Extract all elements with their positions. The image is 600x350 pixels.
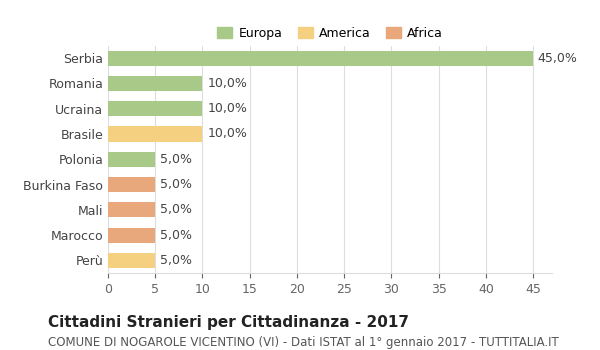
Text: 45,0%: 45,0% <box>538 52 578 65</box>
Text: 5,0%: 5,0% <box>160 178 192 191</box>
Text: 5,0%: 5,0% <box>160 254 192 267</box>
Legend: Europa, America, Africa: Europa, America, Africa <box>212 22 448 45</box>
Text: Cittadini Stranieri per Cittadinanza - 2017: Cittadini Stranieri per Cittadinanza - 2… <box>48 315 409 330</box>
Bar <box>108 202 155 217</box>
Bar <box>108 253 155 268</box>
Bar <box>108 152 155 167</box>
Bar <box>108 101 202 116</box>
Text: 10,0%: 10,0% <box>207 102 247 115</box>
Text: COMUNE DI NOGAROLE VICENTINO (VI) - Dati ISTAT al 1° gennaio 2017 - TUTTITALIA.I: COMUNE DI NOGAROLE VICENTINO (VI) - Dati… <box>48 336 559 349</box>
Text: 5,0%: 5,0% <box>160 229 192 241</box>
Bar <box>108 177 155 192</box>
Text: 5,0%: 5,0% <box>160 153 192 166</box>
Bar <box>108 126 202 141</box>
Text: 10,0%: 10,0% <box>207 127 247 140</box>
Bar <box>108 228 155 243</box>
Bar <box>108 50 533 66</box>
Text: 5,0%: 5,0% <box>160 203 192 216</box>
Bar <box>108 76 202 91</box>
Text: 10,0%: 10,0% <box>207 77 247 90</box>
